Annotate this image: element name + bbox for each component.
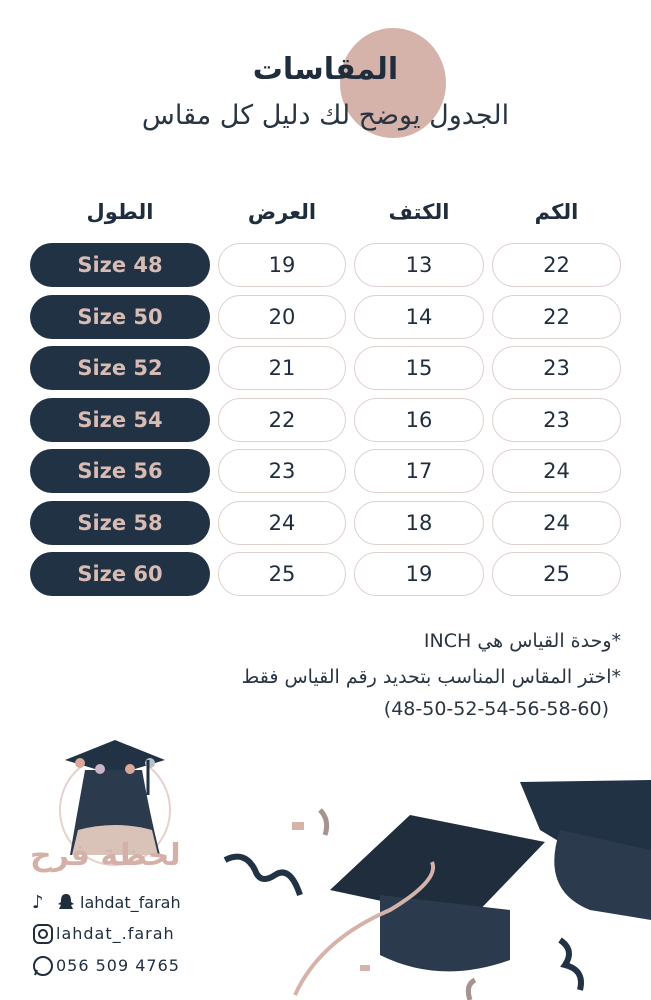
instagram-handle[interactable]: lahdat_.farah bbox=[32, 923, 175, 944]
cell-size: Size 48 bbox=[30, 243, 210, 287]
cell-size: Size 52 bbox=[30, 346, 210, 390]
column-header-length: الطول bbox=[86, 200, 154, 224]
cell-size: Size 56 bbox=[30, 449, 210, 493]
page-title: المقاسات bbox=[252, 52, 399, 87]
cell-width: 21 bbox=[218, 346, 346, 390]
cell-width: 23 bbox=[218, 449, 346, 493]
logo-text: لحظة فرح bbox=[30, 838, 181, 873]
cell-size: Size 58 bbox=[30, 500, 210, 545]
cell-shoulder: 14 bbox=[354, 294, 484, 339]
whatsapp-number[interactable]: 056 509 4765 bbox=[32, 955, 180, 976]
graduation-caps-decoration bbox=[223, 780, 651, 1000]
cell-width: 24 bbox=[218, 500, 346, 545]
cell-sleeve: 22 bbox=[492, 243, 621, 287]
column-header-width: العرض bbox=[247, 200, 317, 224]
tiktok-snapchat-text: lahdat_farah bbox=[80, 892, 181, 912]
cell-shoulder: 17 bbox=[354, 449, 484, 493]
cell-sleeve: 22 bbox=[492, 294, 621, 339]
whatsapp-icon bbox=[32, 955, 53, 976]
cell-shoulder: 16 bbox=[354, 397, 484, 442]
cell-shoulder: 15 bbox=[354, 346, 484, 390]
tiktok-icon: ♪ bbox=[32, 892, 44, 913]
cell-sleeve: 23 bbox=[492, 346, 621, 390]
decorative-circle bbox=[340, 28, 446, 138]
column-header-shoulder: الكتف bbox=[388, 200, 450, 224]
cell-sleeve: 25 bbox=[492, 552, 621, 596]
note-choose: *اختر المقاس المناسب بتحديد رقم القياس ف… bbox=[241, 666, 621, 688]
cell-sleeve: 23 bbox=[492, 397, 621, 442]
cell-shoulder: 13 bbox=[354, 243, 484, 287]
cell-width: 20 bbox=[218, 294, 346, 339]
instagram-text: lahdat_.farah bbox=[56, 923, 175, 943]
note-unit: *وحدة القياس هي INCH bbox=[423, 630, 621, 652]
cell-width: 25 bbox=[218, 552, 346, 596]
instagram-icon bbox=[32, 923, 53, 944]
cell-size: Size 50 bbox=[30, 294, 210, 339]
cell-sleeve: 24 bbox=[492, 449, 621, 493]
cell-width: 19 bbox=[218, 243, 346, 287]
cell-width: 22 bbox=[218, 397, 346, 442]
cell-size: Size 60 bbox=[30, 552, 210, 596]
graduate-logo bbox=[59, 740, 171, 866]
whatsapp-text: 056 509 4765 bbox=[56, 955, 180, 975]
snapchat-icon bbox=[56, 892, 76, 912]
column-header-sleeve: الكم bbox=[534, 200, 579, 224]
cell-size: Size 54 bbox=[30, 397, 210, 442]
cell-shoulder: 19 bbox=[354, 552, 484, 596]
cell-sleeve: 24 bbox=[492, 500, 621, 545]
page-subtitle: الجدول يوضح لك دليل كل مقاس bbox=[141, 100, 510, 131]
tiktok-snapchat-handle[interactable]: ♪ lahdat_farah bbox=[32, 892, 181, 913]
cell-shoulder: 18 bbox=[354, 500, 484, 545]
note-sizes: (48-50-52-54-56-58-60) bbox=[383, 698, 609, 720]
